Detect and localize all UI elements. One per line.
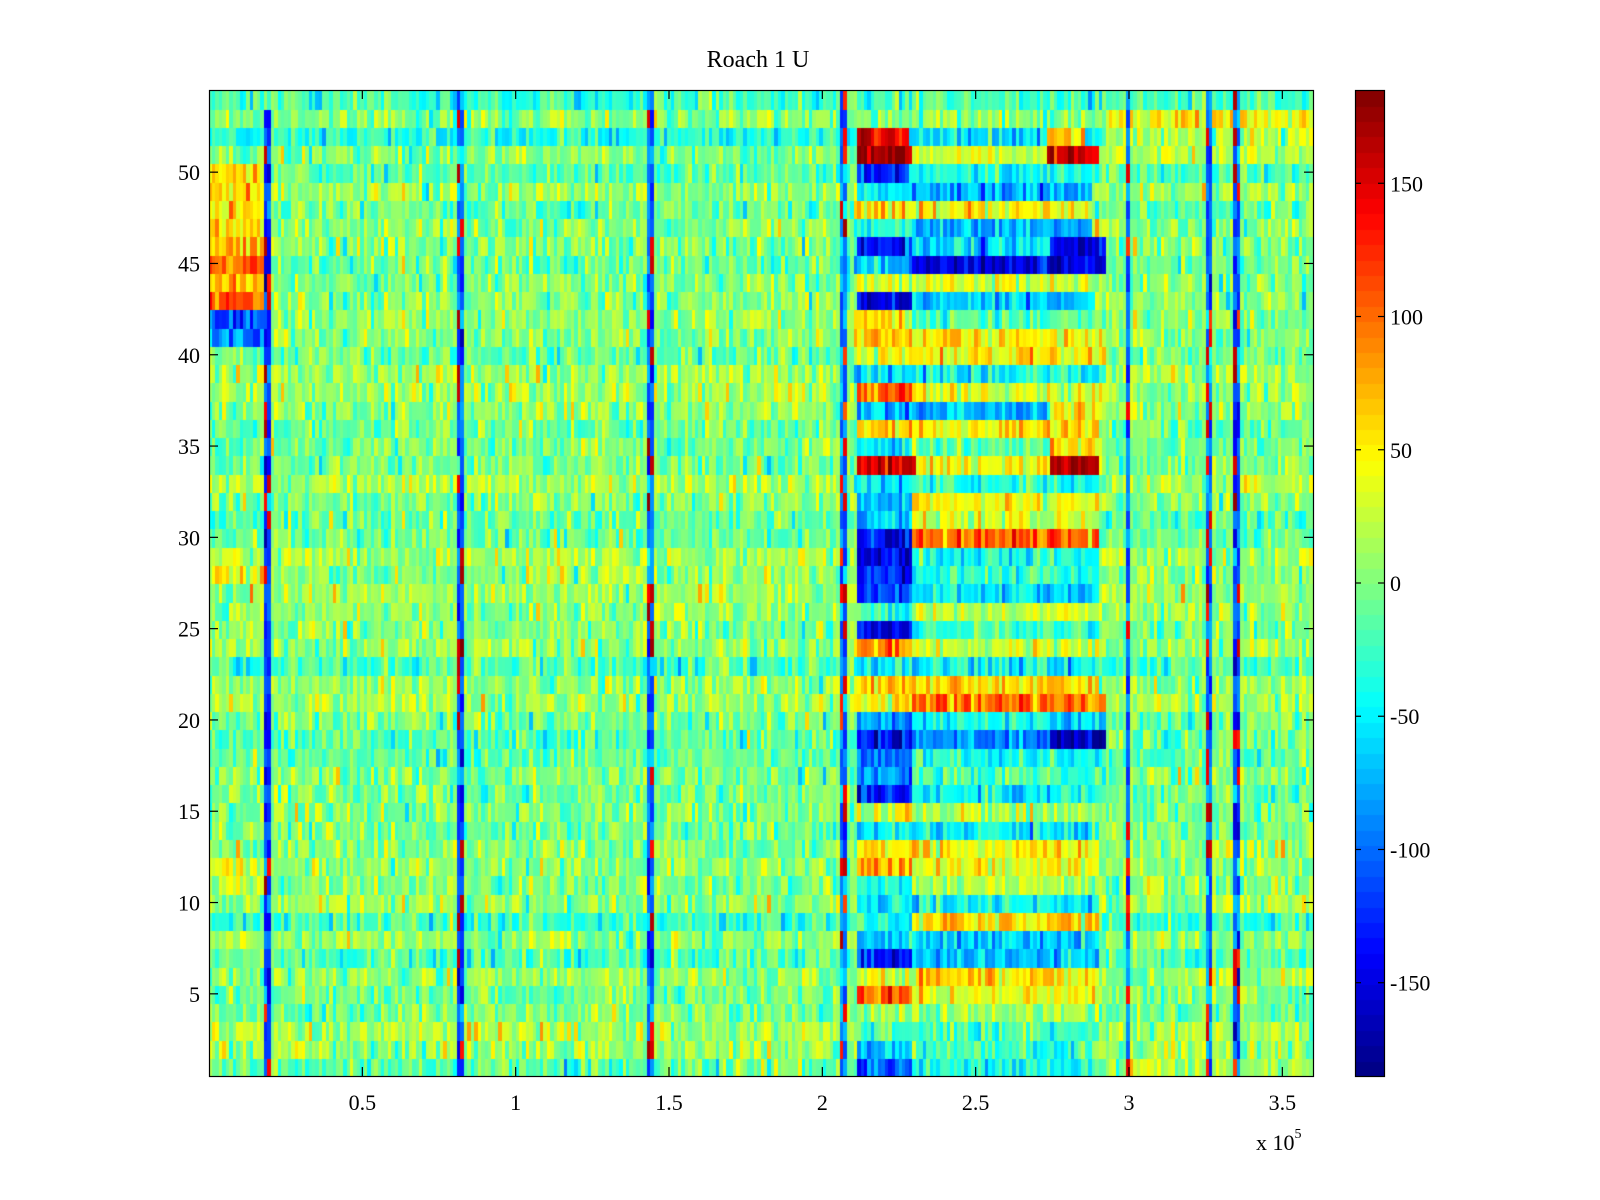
colorbar-axis: -150 -100 -50 0 50 100 150 [1355,171,1430,996]
y-tick-label: 40 [178,343,200,368]
x-tick-label: 1 [510,1090,521,1115]
colorbar-tick-label: 150 [1390,171,1423,196]
x-axis-multiplier-base: x 10 [1256,1130,1295,1155]
chart-title: Roach 1 U [707,47,810,73]
y-tick-label: 45 [178,251,200,276]
y-tick-label: 50 [178,160,200,185]
y-tick-label: 10 [178,891,200,916]
x-tick-label: 2 [817,1090,828,1115]
x-tick-label: 1.5 [655,1090,683,1115]
colorbar-tick-label: -100 [1390,837,1430,862]
y-tick-label: 15 [178,799,200,824]
x-axis: 0.5 1 1.5 2 2.5 3 3.5 [349,90,1297,1115]
x-axis-multiplier-exponent: 5 [1295,1127,1302,1142]
x-tick-label: 3.5 [1269,1090,1297,1115]
y-tick-label: 5 [189,982,200,1007]
plot-frame [208,89,1315,1078]
colorbar-tick-label: 0 [1390,571,1401,596]
x-tick-label: 2.5 [962,1090,990,1115]
y-tick-label: 25 [178,617,200,642]
y-tick-label: 20 [178,708,200,733]
x-tick-label: 3 [1124,1090,1135,1115]
colorbar-tick-label: 50 [1390,438,1412,463]
y-tick-label: 30 [178,525,200,550]
y-axis: 5 10 15 20 25 30 35 40 45 50 [178,160,1313,1007]
colorbar-tick-label: 100 [1390,305,1423,330]
x-axis-multiplier: x 105 [1256,1127,1302,1155]
x-tick-label: 0.5 [349,1090,377,1115]
heatmap-image-holder [209,90,1313,1076]
heatmap-image [209,90,1313,1076]
colorbar-tick-label: -50 [1390,704,1419,729]
colorbar-tick-label: -150 [1390,971,1430,996]
y-tick-label: 35 [178,434,200,459]
